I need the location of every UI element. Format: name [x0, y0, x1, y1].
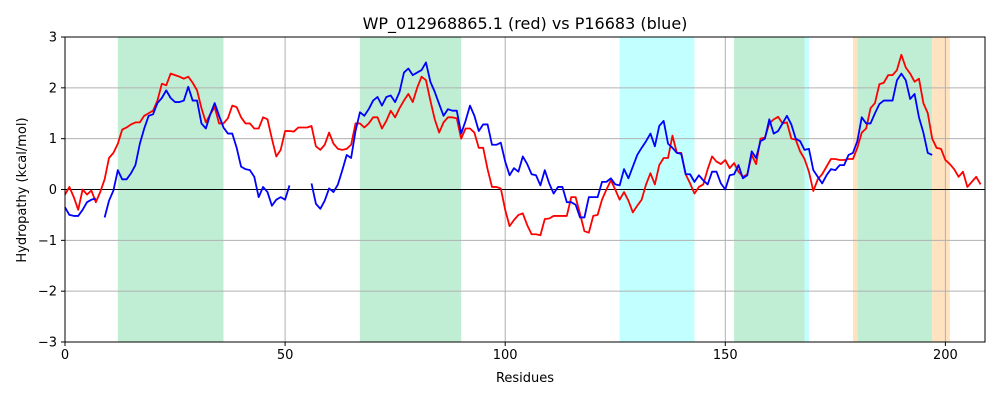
- series-2-segment-1: [64, 197, 97, 217]
- y-tick-label: 1: [49, 132, 57, 147]
- y-tick-label: 3: [49, 31, 57, 46]
- x-tick-label: 50: [277, 348, 294, 363]
- y-tick-label: 0: [49, 183, 57, 198]
- y-tick-label: 2: [49, 81, 57, 96]
- series-2-segment-2: [103, 85, 291, 218]
- x-tick-label: 0: [61, 348, 69, 363]
- x-axis-label: Residues: [496, 371, 554, 386]
- axis-ticks: 0 50 100 150 200 −3 −2 −1 0 1 2 3: [38, 31, 958, 364]
- x-tick-label: 100: [493, 348, 518, 363]
- x-tick-label: 150: [713, 348, 738, 363]
- x-tick-label: 200: [933, 348, 958, 363]
- series-lines: [64, 53, 982, 237]
- y-tick-label: −2: [38, 285, 57, 300]
- chart-title: WP_012968865.1 (red) vs P16683 (blue): [363, 14, 688, 34]
- y-tick-label: −1: [38, 234, 57, 249]
- series-2-segment-3: [310, 61, 933, 219]
- y-tick-label: −3: [38, 336, 57, 351]
- y-axis-label: Hydropathy (kcal/mol): [15, 117, 30, 262]
- series-1-segment-1: [64, 53, 982, 237]
